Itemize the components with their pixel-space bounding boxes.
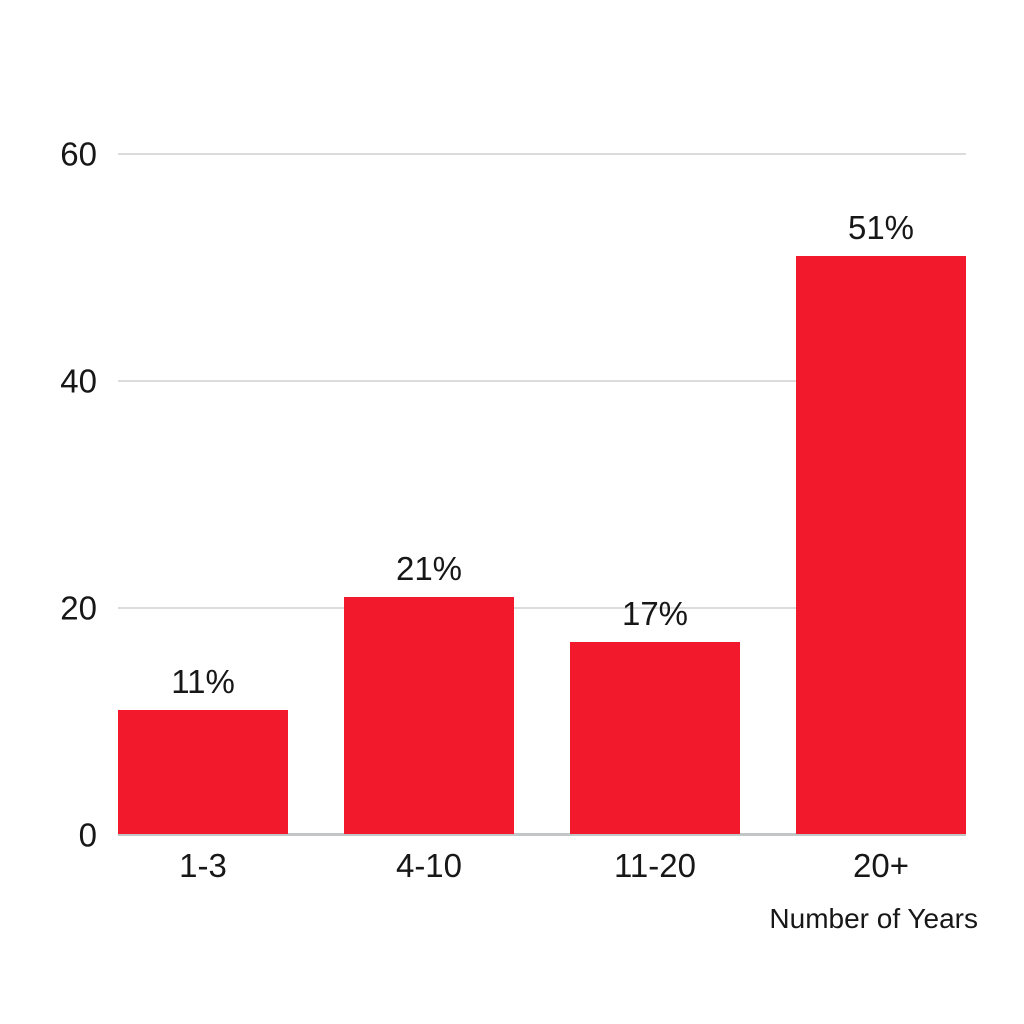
y-tick-label: 0 [78,816,97,854]
bar-value-label: 11% [171,663,235,701]
y-tick-label: 60 [60,135,97,173]
x-tick-label: 20+ [853,847,909,884]
x-tick-label: 4-10 [395,847,463,884]
bar-value-label: 21% [395,549,463,587]
bar-value-label: 17% [621,595,689,633]
gridline-y-40 [118,380,966,382]
x-axis-line [118,833,966,836]
gridline-y-60 [118,153,966,155]
bar-value-label: 51% [847,209,915,247]
x-tick-label: 1-3 [179,847,227,884]
bar-1-3 [118,710,288,834]
bar-4-10 [344,596,514,834]
bar-11-20 [570,642,740,834]
x-tick-label: 11-20 [614,847,696,884]
x-axis-title: Number of Years [769,903,978,934]
y-tick-label: 40 [60,362,97,400]
y-tick-label: 20 [60,589,97,627]
gridline-y-20 [118,607,966,609]
bar-20+ [796,256,966,834]
